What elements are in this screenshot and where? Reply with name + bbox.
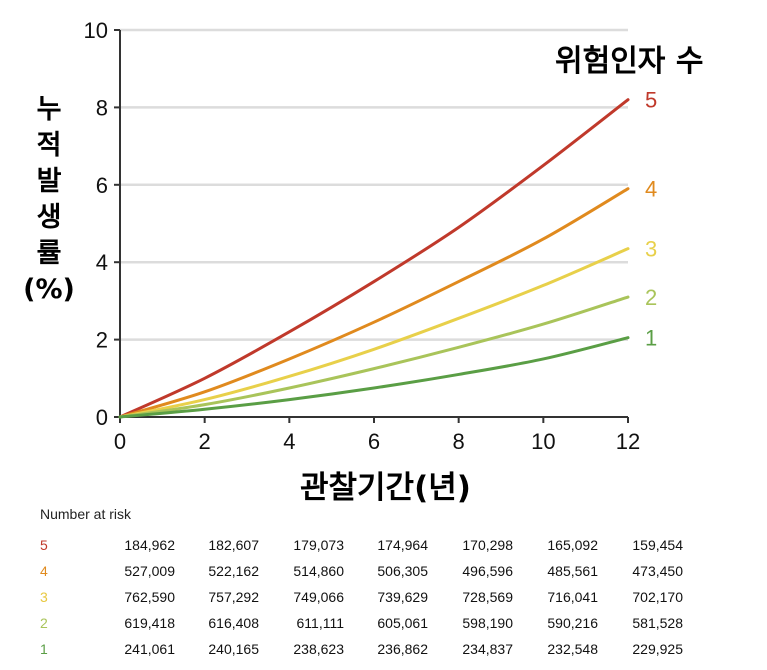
risk-cell: 473,450 [632, 563, 683, 579]
y-axis-label-part: 적 [36, 130, 62, 161]
series-lines [118, 98, 630, 419]
risk-cell: 702,170 [632, 589, 683, 605]
risk-cell: 179,073 [293, 537, 344, 553]
risk-cell: 762,590 [124, 589, 175, 605]
risk-cell: 170,298 [462, 537, 513, 553]
risk-row-key: 3 [40, 589, 48, 605]
risk-cell: 184,962 [124, 537, 175, 553]
axes [119, 30, 628, 418]
risk-row-key: 2 [40, 615, 48, 631]
x-tick-label: 8 [453, 429, 465, 454]
risk-table-row-4: 4 527,009 522,162 514,860 506,305 496,596 485,… [0, 563, 767, 583]
legend-title: 위험인자 수 [555, 44, 704, 79]
x-tick-label: 12 [616, 429, 640, 454]
y-tick-label: 4 [96, 250, 108, 275]
risk-cell: 757,292 [208, 589, 259, 605]
x-axis-label: 관찰기간(년) [300, 470, 471, 506]
series-line-2 [118, 295, 630, 419]
risk-cell: 598,190 [462, 615, 513, 631]
x-tick-label: 0 [114, 429, 126, 454]
risk-cell: 581,528 [632, 615, 683, 631]
y-tick-label: 8 [96, 95, 108, 120]
risk-table-row-2: 2 619,418 616,408 611,111 605,061 598,190 590,… [0, 615, 767, 635]
risk-row-key: 5 [40, 537, 48, 553]
risk-row-key: 1 [40, 641, 48, 657]
series-end-label-2: 2 [645, 285, 657, 310]
risk-cell: 514,860 [293, 563, 344, 579]
risk-cell: 619,418 [124, 615, 175, 631]
risk-cell: 527,009 [124, 563, 175, 579]
y-tick-label: 10 [84, 18, 108, 43]
risk-cell: 749,066 [293, 589, 344, 605]
y-tick-label: 2 [96, 328, 108, 353]
y-tick-label: 0 [96, 405, 108, 430]
risk-cell: 234,837 [462, 641, 513, 657]
y-ticks: 0 2 4 6 8 10 [84, 18, 120, 430]
risk-cell: 485,561 [547, 563, 598, 579]
x-tick-label: 10 [531, 429, 555, 454]
y-axis-label: 누 적 발 생 률 (%) [20, 92, 78, 308]
risk-cell: 496,596 [462, 563, 513, 579]
risk-cell: 739,629 [377, 589, 428, 605]
risk-cell: 240,165 [208, 641, 259, 657]
risk-cell: 506,305 [377, 563, 428, 579]
series-end-label-3: 3 [645, 237, 657, 262]
y-tick-label: 6 [96, 173, 108, 198]
risk-cell: 165,092 [547, 537, 598, 553]
x-tick-label: 4 [283, 429, 295, 454]
risk-cell: 716,041 [547, 589, 598, 605]
y-axis-label-part: 생 [36, 202, 62, 233]
x-tick-label: 2 [199, 429, 211, 454]
y-axis-label-part: 누 [36, 94, 62, 125]
risk-cell: 616,408 [208, 615, 259, 631]
risk-table-row-3: 3 762,590 757,292 749,066 739,629 728,569 716,… [0, 589, 767, 609]
y-axis-label-part: 발 [36, 166, 62, 197]
risk-cell: 611,111 [296, 615, 345, 631]
risk-cell: 232,548 [547, 641, 598, 657]
risk-row-key: 4 [40, 563, 48, 579]
series-end-label-1: 1 [645, 326, 657, 351]
risk-table-row-5: 5 184,962 182,607 179,073 174,964 170,298 165,… [0, 537, 767, 557]
risk-cell: 229,925 [632, 641, 683, 657]
series-line-4 [118, 187, 630, 419]
series-line-3 [118, 247, 630, 419]
risk-cell: 590,216 [547, 615, 598, 631]
risk-cell: 238,623 [293, 641, 344, 657]
risk-cell: 236,862 [377, 641, 428, 657]
series-line-5 [118, 98, 630, 419]
risk-cell: 728,569 [462, 589, 513, 605]
x-tick-label: 6 [368, 429, 380, 454]
series-end-label-4: 4 [645, 177, 657, 202]
risk-cell: 174,964 [377, 537, 428, 553]
risk-cell: 522,162 [208, 563, 259, 579]
y-axis-label-part: (%) [23, 274, 75, 305]
risk-table-row-1: 1 241,061 240,165 238,623 236,862 234,837 232,… [0, 641, 767, 661]
risk-cell: 159,454 [632, 537, 683, 553]
risk-table-title: Number at risk [40, 506, 132, 522]
risk-cell: 182,607 [208, 537, 259, 553]
x-ticks: 0 2 4 6 8 10 12 [114, 417, 640, 454]
series-line-1 [118, 336, 630, 419]
risk-cell: 605,061 [377, 615, 428, 631]
series-end-label-5: 5 [645, 88, 657, 113]
cumulative-incidence-chart: 0 2 4 6 8 10 0 2 4 6 8 10 12 5 4 3 2 1 [84, 18, 658, 454]
risk-cell: 241,061 [124, 641, 175, 657]
series-end-labels: 5 4 3 2 1 [645, 88, 657, 351]
y-axis-label-part: 률 [36, 238, 62, 269]
grid-lines [120, 28, 628, 341]
